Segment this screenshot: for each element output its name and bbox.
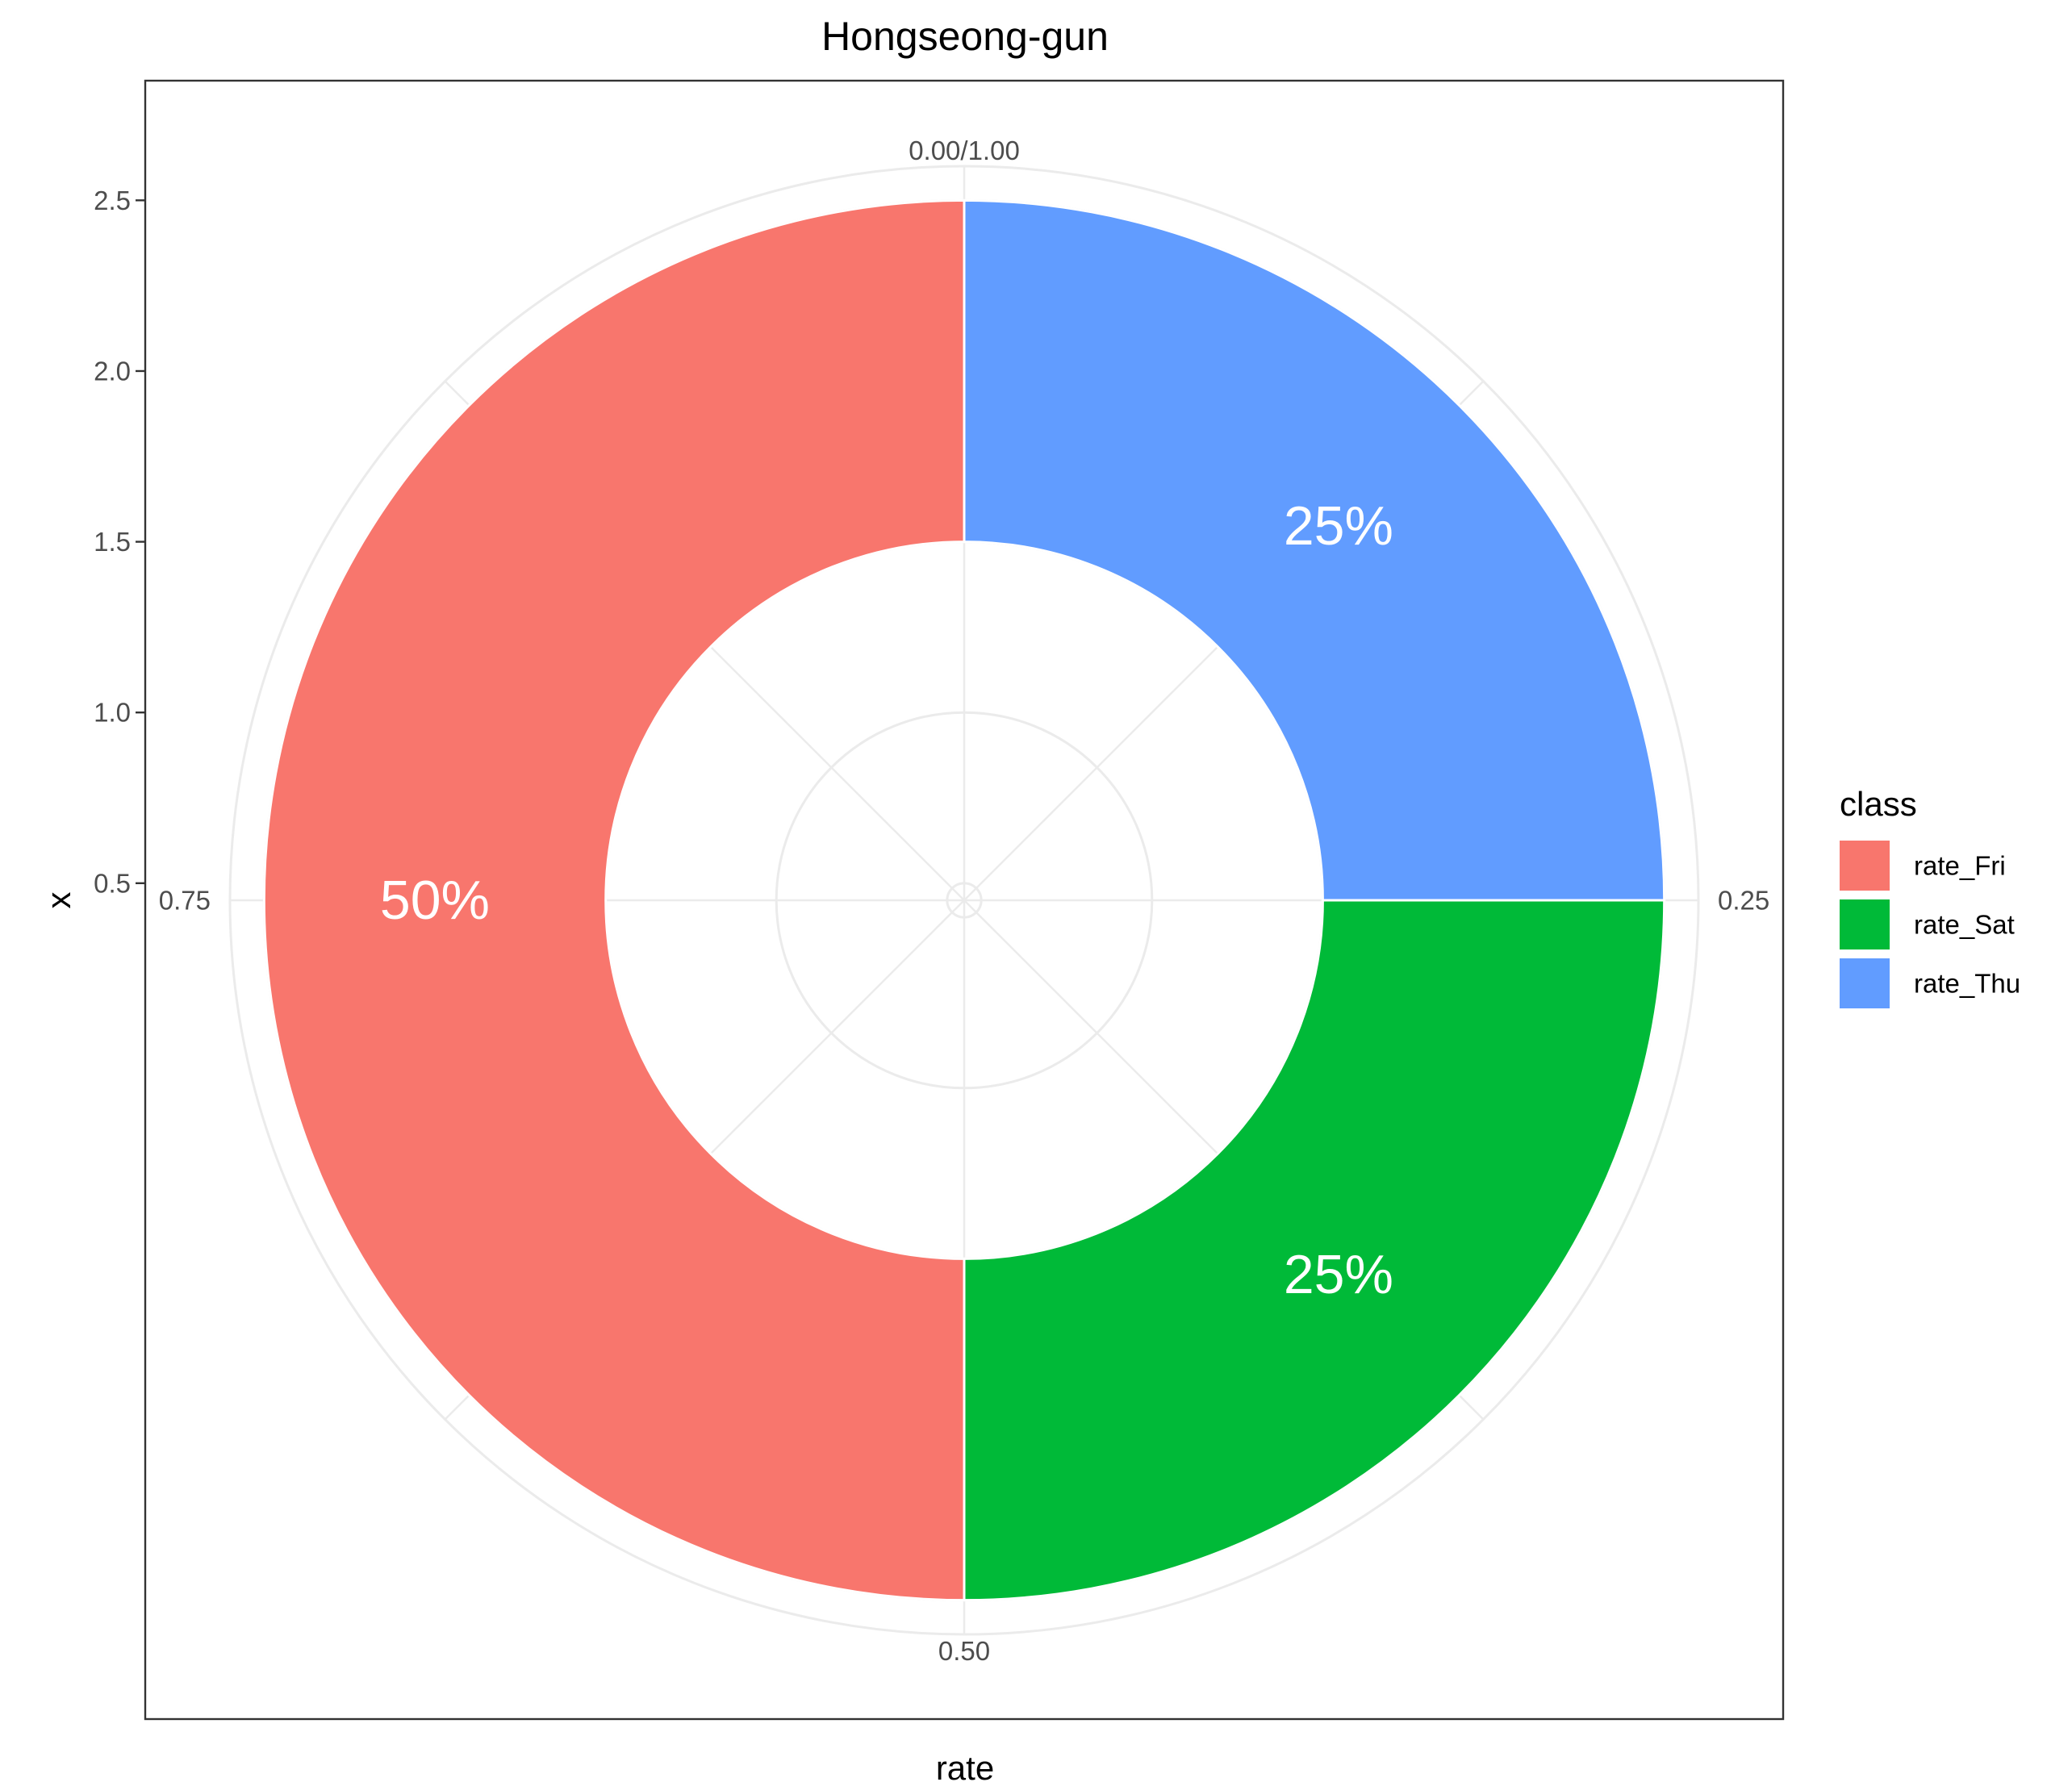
y-tick-label: 2.0: [94, 356, 131, 386]
slice-rate_Sat: [963, 899, 1666, 1602]
legend-swatch-rate_Thu: [1840, 958, 1890, 1008]
slice-rate_Thu: [963, 198, 1666, 902]
legend-title: class: [1840, 785, 1917, 823]
radial-axis: 0.5 1.0 1.5 2.0 2.5: [94, 186, 145, 898]
y-axis-title: x: [40, 892, 77, 909]
y-tick-label: 1.5: [94, 527, 131, 557]
legend-label-rate_Thu: rate_Thu: [1914, 969, 2020, 999]
x-axis-title: rate: [936, 1749, 994, 1782]
y-tick-label: 2.5: [94, 186, 131, 215]
y-tick-label: 1.0: [94, 698, 131, 728]
slice-label-rate_Thu: 25%: [1284, 495, 1393, 557]
slice-label-rate_Sat: 25%: [1284, 1244, 1393, 1305]
legend-swatch-rate_Sat: [1840, 899, 1890, 949]
plot-panel-border: [144, 79, 1785, 1721]
legend: class rate_Fri rate_Sat rate_Thu: [1840, 785, 2020, 1008]
y-tick-label: 0.5: [94, 868, 131, 898]
legend-label-rate_Sat: rate_Sat: [1914, 910, 2015, 940]
legend-swatch-rate_Fri: [1840, 841, 1890, 891]
theta-tick-label: 0.50: [938, 1636, 990, 1666]
theta-tick-label: 0.75: [159, 886, 211, 916]
theta-tick-label: 0.25: [1718, 886, 1769, 916]
slice-label-rate_Fri: 50%: [380, 870, 490, 931]
legend-label-rate_Fri: rate_Fri: [1914, 851, 2006, 881]
slice-rate_Fri: [264, 200, 964, 1600]
theta-tick-label: 0.00/1.00: [909, 136, 1020, 165]
slice-labels: 25% 25% 50%: [380, 495, 1393, 1305]
chart-title: Hongseong-gun: [821, 14, 1109, 59]
theta-axis-labels: 0.00/1.00 0.25 0.50 0.75: [159, 136, 1769, 1666]
donut-slices: [264, 198, 1666, 1602]
